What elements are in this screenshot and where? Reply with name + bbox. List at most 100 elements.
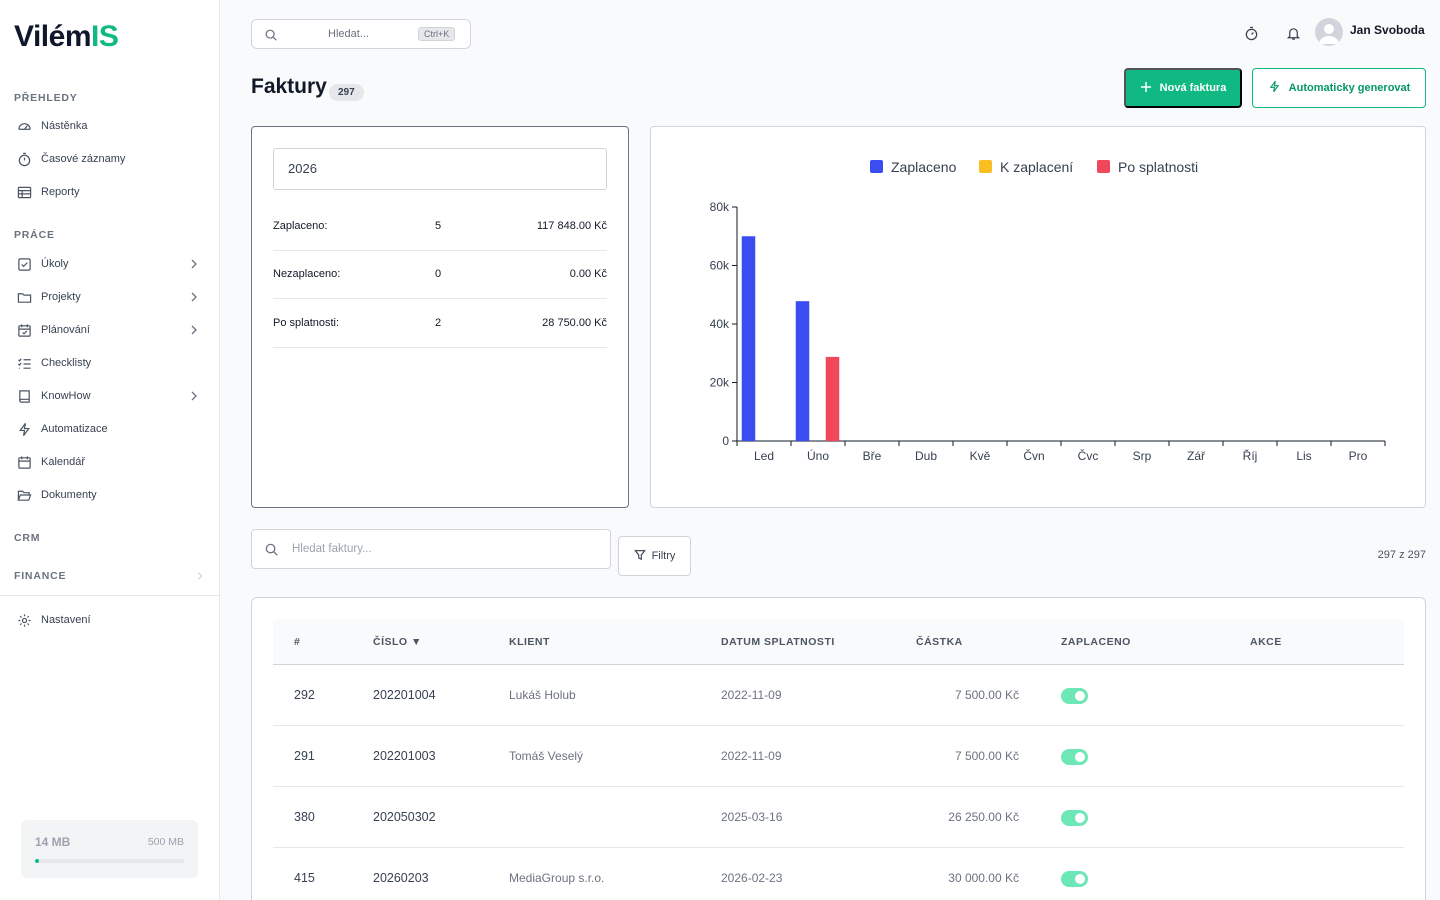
chevron-right-icon [187, 290, 201, 304]
sidebar-item-nastaveni[interactable]: Nastavení [0, 606, 219, 634]
bolt-icon [16, 421, 32, 437]
table-row[interactable]: 415 20260203 MediaGroup s.r.o. 2026-02-2… [273, 848, 1404, 900]
paid-toggle[interactable] [1061, 810, 1088, 826]
col-header-num[interactable]: # [294, 636, 301, 648]
x-tick-label: Zář [1187, 449, 1206, 463]
summary-row-paid: Zaplaceno: 5 117 848.00 Kč [273, 203, 607, 251]
cell-num: 292 [294, 688, 315, 702]
sidebar-item-nastenka[interactable]: Nástěnka [0, 112, 219, 140]
sidebar-item-automatizace[interactable]: Automatizace [0, 415, 219, 443]
cell-cislo[interactable]: 202201004 [373, 688, 436, 702]
paid-toggle[interactable] [1061, 871, 1088, 887]
storage-used: 14 MB [35, 835, 71, 849]
legend-label: Po splatnosti [1118, 159, 1198, 175]
invoice-chart-card: Zaplaceno K zaplacení Po splatnosti 0 20k 40k… [650, 126, 1426, 508]
sidebar-item-ukoly[interactable]: Úkoly [0, 250, 219, 278]
summary-row-unpaid: Nezaplaceno: 0 0.00 Kč [273, 251, 607, 299]
chevron-right-icon [187, 257, 201, 271]
user-name[interactable]: Jan Svoboda [1350, 23, 1425, 37]
table-row[interactable]: 291 202201003 Tomáš Veselý 2022-11-09 7 … [273, 726, 1404, 787]
sidebar-item-label: Časové záznamy [41, 153, 126, 165]
list-check-icon [16, 355, 32, 371]
funnel-icon [633, 549, 646, 564]
cell-klient: Tomáš Veselý [509, 749, 584, 763]
x-tick-label: Srp [1133, 449, 1152, 463]
summary-label: Nezaplaceno: [273, 268, 341, 280]
table-icon [16, 184, 32, 200]
sidebar-item-checklisty[interactable]: Checklisty [0, 349, 219, 377]
cell-castka: 30 000.00 Kč [948, 871, 1019, 885]
cell-datum: 2022-11-09 [721, 688, 782, 702]
search-icon [264, 542, 279, 557]
sidebar-item-casove-zaznamy[interactable]: Časové záznamy [0, 145, 219, 173]
sidebar-item-label: Kalendář [41, 456, 86, 468]
sidebar-item-label: Checklisty [41, 357, 92, 369]
storage-bar [35, 859, 184, 863]
cell-cislo[interactable]: 202050302 [373, 810, 436, 824]
table-row[interactable]: 380 202050302 2025-03-16 26 250.00 Kč [273, 787, 1404, 848]
invoice-search-input[interactable]: Hledat faktury... [251, 529, 611, 569]
y-tick-label: 80k [710, 200, 730, 214]
app-logo[interactable]: VilémIS [14, 20, 119, 54]
y-tick-label: 20k [710, 376, 730, 390]
cell-castka: 7 500.00 Kč [954, 688, 1019, 702]
x-tick-label: Dub [915, 449, 937, 463]
x-tick-label: Bře [863, 449, 882, 463]
col-header-klient[interactable]: KLIENT [509, 636, 550, 648]
sidebar-item-dokumenty[interactable]: Dokumenty [0, 481, 219, 509]
sort-desc-icon: ▼ [411, 636, 422, 648]
sidebar-item-kalendar[interactable]: Kalendář [0, 448, 219, 476]
chart-bar [795, 301, 810, 441]
col-header-cislo[interactable]: ČÍSLO ▼ [373, 636, 422, 648]
summary-count: 0 [435, 268, 442, 280]
legend-swatch [870, 160, 883, 173]
cell-klient: Lukáš Holub [509, 688, 576, 702]
sidebar-item-reporty[interactable]: Reporty [0, 178, 219, 206]
cell-klient: MediaGroup s.r.o. [509, 871, 605, 885]
filter-button[interactable]: Filtry [618, 536, 691, 576]
sidebar-item-projekty[interactable]: Projekty [0, 283, 219, 311]
sidebar: VilémIS PŘEHLEDY Nástěnka Časové záznamy… [0, 0, 220, 900]
sidebar-item-label: Nástěnka [41, 120, 88, 132]
sidebar-item-planovani[interactable]: Plánování [0, 316, 219, 344]
cell-datum: 2025-03-16 [721, 810, 783, 824]
sidebar-item-label: Dokumenty [41, 489, 97, 501]
section-title-prehledy: PŘEHLEDY [14, 92, 78, 104]
x-tick-label: Říj [1243, 448, 1258, 463]
summary-label: Po splatnosti: [273, 317, 340, 329]
shortcut-badge: Ctrl+K [418, 27, 456, 41]
section-title-finance[interactable]: FINANCE [14, 570, 67, 582]
x-tick-label: Čvn [1023, 448, 1044, 463]
col-header-castka[interactable]: ČÁSTKA [916, 636, 963, 648]
bell-icon[interactable] [1286, 26, 1301, 41]
bolt-icon [1268, 80, 1281, 96]
auto-generate-button[interactable]: Automaticky generovat [1252, 68, 1426, 108]
invoice-bar-chart: Zaplaceno K zaplacení Po splatnosti 0 20k 40k… [710, 159, 1386, 463]
x-tick-label: Led [754, 449, 774, 463]
legend-swatch [979, 160, 992, 173]
global-search[interactable]: Hledat... Ctrl+K [251, 19, 471, 49]
col-header-zaplaceno[interactable]: ZAPLACENO [1061, 636, 1131, 648]
sidebar-item-label: Plánování [41, 324, 90, 336]
section-title-crm[interactable]: CRM [14, 532, 41, 544]
year-select[interactable]: 2026 [273, 148, 607, 190]
timer-icon[interactable] [1244, 26, 1259, 41]
cell-num: 415 [294, 871, 315, 885]
invoice-count-badge: 297 [329, 84, 364, 101]
paid-toggle[interactable] [1061, 749, 1088, 765]
avatar[interactable] [1315, 18, 1343, 46]
new-invoice-button[interactable]: Nová faktura [1124, 68, 1242, 108]
table-row[interactable]: 292 202201004 Lukáš Holub 2022-11-09 7 5… [273, 665, 1404, 726]
col-header-datum[interactable]: DATUM SPLATNOSTI [721, 636, 835, 648]
paid-toggle[interactable] [1061, 688, 1088, 704]
cell-cislo[interactable]: 202201003 [373, 749, 436, 763]
folder-open-icon [16, 487, 32, 503]
sidebar-item-knowhow[interactable]: KnowHow [0, 382, 219, 410]
checkbox-icon [16, 256, 32, 272]
sidebar-item-label: KnowHow [41, 390, 91, 402]
storage-bar-fill [35, 859, 40, 863]
plus-icon [1140, 81, 1152, 96]
col-header-cislo-label: ČÍSLO [373, 636, 408, 648]
cell-cislo[interactable]: 20260203 [373, 871, 429, 885]
logo-text-primary: Vilém [14, 20, 92, 53]
